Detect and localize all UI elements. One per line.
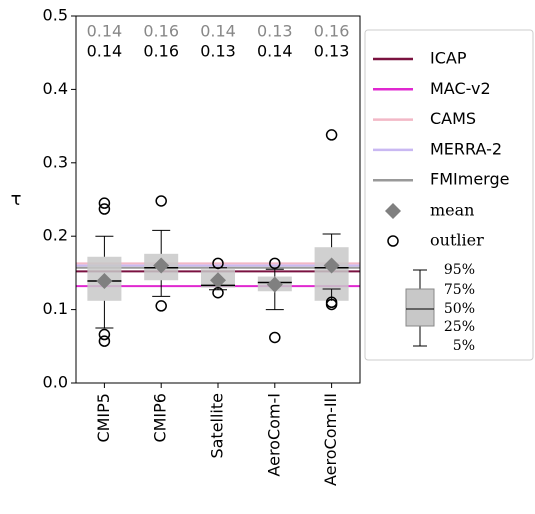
top-value: 0.13 <box>200 42 236 61</box>
legend-label: CAMS <box>430 109 476 128</box>
x-tick-label: Satellite <box>208 393 227 459</box>
x-tick-label: CMIP5 <box>94 393 113 443</box>
box-legend-label: 50% <box>444 301 475 317</box>
outlier <box>98 203 111 215</box>
outlier <box>269 331 281 344</box>
top-value: 0.14 <box>257 42 293 61</box>
y-tick-label: 0.4 <box>43 79 68 98</box>
legend-box <box>405 288 435 327</box>
x-tick-label: AeroCom-III <box>321 393 340 486</box>
top-value: 0.16 <box>314 22 350 41</box>
outlier <box>325 298 338 311</box>
legend-label: MAC-v2 <box>430 79 491 98</box>
outlier <box>155 195 167 207</box>
top-value: 0.14 <box>87 42 123 61</box>
box-legend-label: 95% <box>444 262 475 278</box>
top-value: 0.14 <box>87 22 123 41</box>
top-value: 0.14 <box>200 22 236 41</box>
outlier <box>98 328 111 341</box>
legend-label: MERRA-2 <box>430 139 502 158</box>
mean-marker <box>323 257 340 274</box>
top-value: 0.13 <box>314 42 350 61</box>
legend-outlier-marker <box>387 235 399 247</box>
mean-marker <box>96 272 113 289</box>
outlier <box>212 286 224 299</box>
mean-marker <box>266 276 283 293</box>
top-value: 0.16 <box>143 22 179 41</box>
outlier <box>98 197 111 209</box>
mean-marker <box>210 272 226 289</box>
legend-label: mean <box>430 201 474 220</box>
top-value: 0.16 <box>143 42 179 61</box>
box-legend-label: 25% <box>444 319 475 335</box>
x-tick-label: AeroCom-I <box>264 393 283 477</box>
box-legend-label: 75% <box>444 282 475 298</box>
y-tick-label: 0.1 <box>43 299 68 318</box>
legend-label: FMImerge <box>430 170 509 189</box>
legend-label: ICAP <box>430 49 467 68</box>
box-legend-label: 5% <box>453 338 475 354</box>
outlier <box>155 300 167 312</box>
legend-frame <box>364 29 534 361</box>
outlier <box>212 257 224 270</box>
legend-label: outlier <box>430 231 484 250</box>
outlier <box>98 335 111 347</box>
y-axis-label: τ <box>11 189 22 210</box>
legend-mean-marker <box>385 203 401 219</box>
mean-marker <box>153 257 170 274</box>
y-tick-label: 0.3 <box>43 152 68 171</box>
y-tick-label: 0.0 <box>43 373 68 392</box>
plot-frame <box>75 15 361 384</box>
outlier <box>269 257 281 270</box>
outlier <box>325 129 338 141</box>
x-tick-label: CMIP6 <box>151 393 170 443</box>
y-tick-label: 0.5 <box>43 6 68 25</box>
top-value: 0.13 <box>257 22 293 41</box>
y-tick-label: 0.2 <box>43 226 68 245</box>
